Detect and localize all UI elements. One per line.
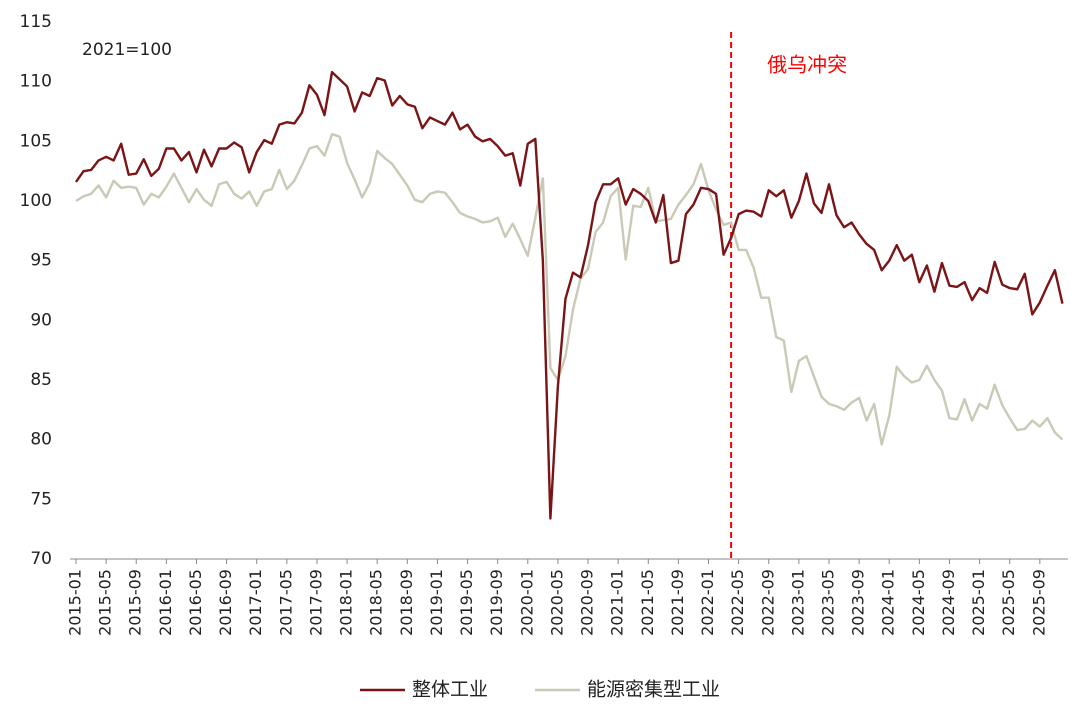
x-tick-label: 2024-09 xyxy=(939,569,958,636)
y-tick-label: 105 xyxy=(20,131,52,151)
y-tick-label: 95 xyxy=(30,251,52,271)
x-tick-label: 2025-09 xyxy=(1029,569,1048,636)
x-tick-label: 2023-01 xyxy=(788,569,807,636)
x-tick-label: 2018-09 xyxy=(397,569,416,636)
legend-label: 整体工业 xyxy=(412,679,488,701)
x-tick-label: 2020-09 xyxy=(578,569,597,636)
y-tick-label: 70 xyxy=(30,549,52,569)
x-tick-label: 2020-05 xyxy=(547,569,566,636)
x-tick-label: 2015-05 xyxy=(96,569,115,636)
x-tick-label: 2016-01 xyxy=(156,569,175,636)
x-tick-label: 2025-01 xyxy=(969,569,988,636)
x-tick-label: 2017-01 xyxy=(246,569,265,636)
y-tick-label: 90 xyxy=(30,310,52,330)
x-tick-label: 2019-09 xyxy=(487,569,506,636)
x-tick-label: 2023-09 xyxy=(849,569,868,636)
y-tick-label: 110 xyxy=(20,72,52,92)
x-tick-label: 2019-05 xyxy=(457,569,476,636)
y-tick-label: 85 xyxy=(30,370,52,390)
x-tick-label: 2016-05 xyxy=(186,569,205,636)
event-label: 俄乌冲突 xyxy=(767,53,847,77)
y-tick-label: 80 xyxy=(30,430,52,450)
x-tick-label: 2018-05 xyxy=(367,569,386,636)
x-tick-label: 2022-01 xyxy=(698,569,717,636)
x-tick-label: 2017-09 xyxy=(306,569,325,636)
x-tick-label: 2024-05 xyxy=(909,569,928,636)
x-tick-label: 2021-01 xyxy=(608,569,627,636)
x-tick-label: 2021-05 xyxy=(638,569,657,636)
x-tick-label: 2022-09 xyxy=(758,569,777,636)
x-tick-label: 2021-09 xyxy=(668,569,687,636)
base-note: 2021=100 xyxy=(82,40,172,60)
x-tick-label: 2015-09 xyxy=(126,569,145,636)
y-tick-label: 75 xyxy=(30,489,52,509)
x-tick-label: 2025-05 xyxy=(999,569,1018,636)
x-tick-label: 2022-05 xyxy=(728,569,747,636)
x-tick-label: 2015-01 xyxy=(66,569,85,636)
x-tick-label: 2018-01 xyxy=(337,569,356,636)
x-tick-label: 2019-01 xyxy=(427,569,446,636)
legend-label: 能源密集型工业 xyxy=(587,679,720,701)
x-tick-label: 2024-01 xyxy=(879,569,898,636)
x-tick-label: 2023-05 xyxy=(819,569,838,636)
y-tick-label: 115 xyxy=(20,12,52,32)
series-line xyxy=(75,132,1064,446)
y-tick-label: 100 xyxy=(20,191,52,211)
series-line xyxy=(75,70,1064,520)
x-tick-label: 2017-05 xyxy=(276,569,295,636)
x-tick-label: 2020-01 xyxy=(517,569,536,636)
x-tick-label: 2016-09 xyxy=(216,569,235,636)
